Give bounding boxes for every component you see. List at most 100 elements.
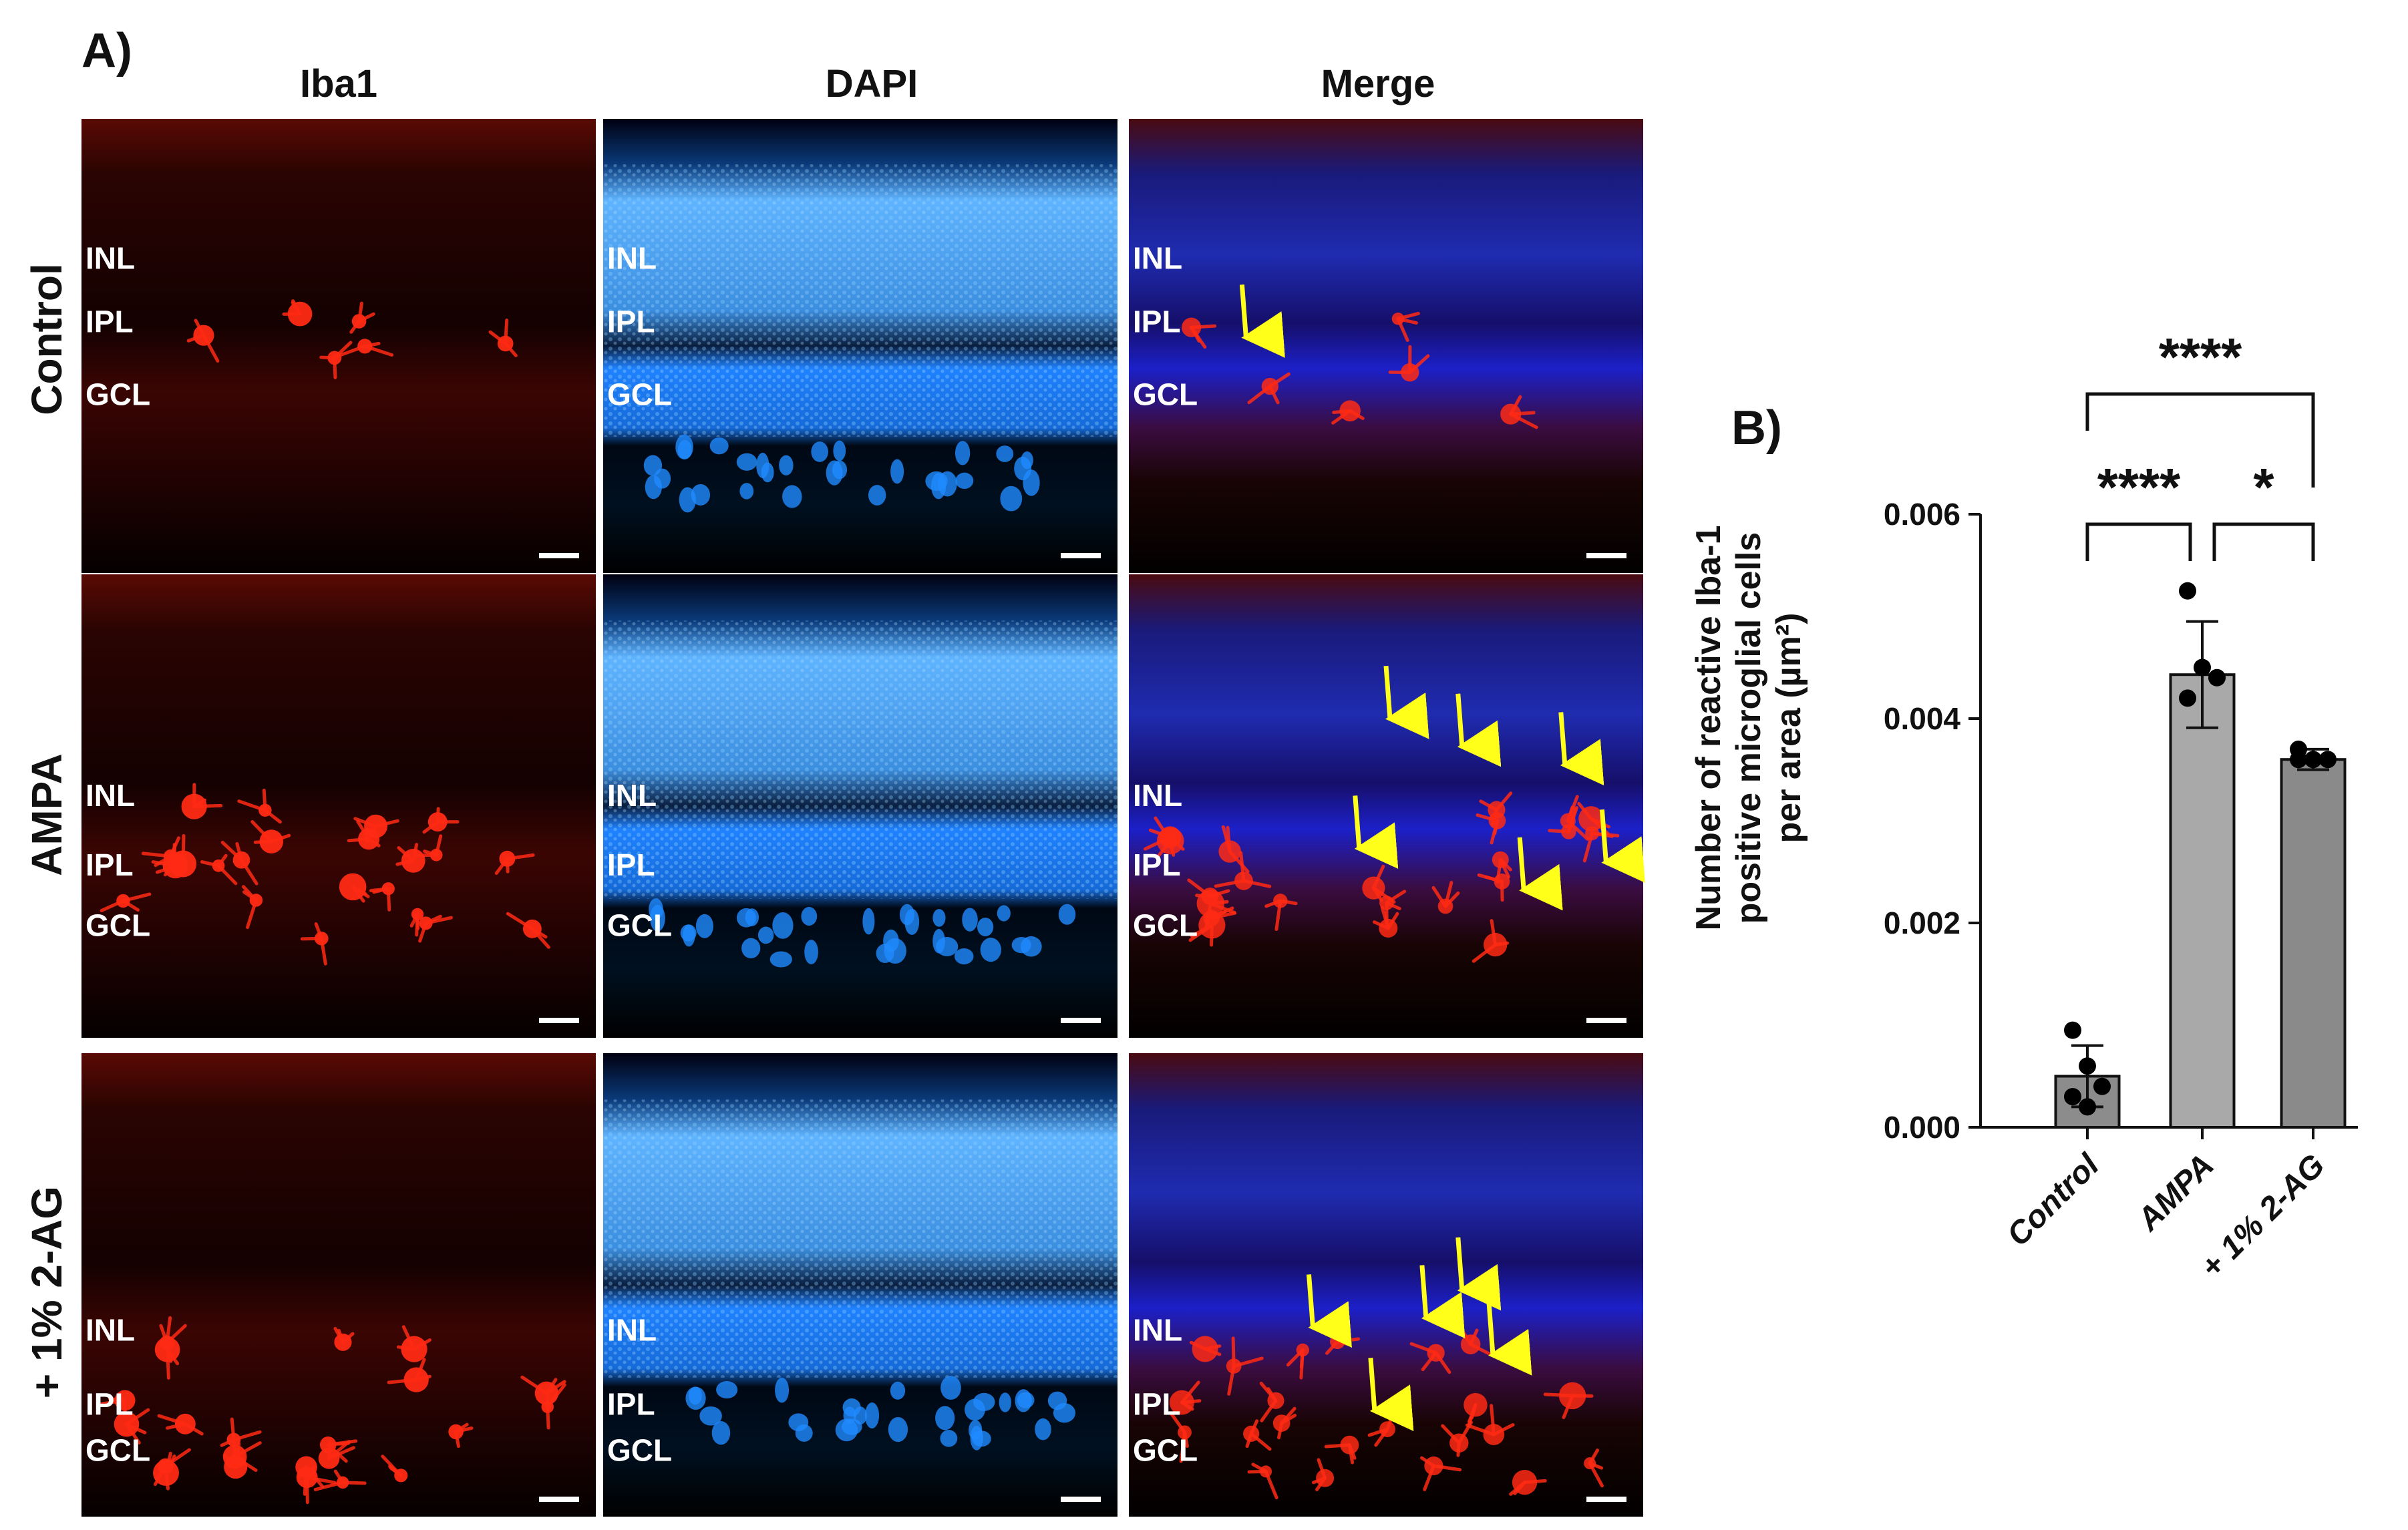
- microglia-process: [1180, 1399, 1202, 1404]
- microglia-process: [326, 1439, 358, 1447]
- microglia-process: [336, 344, 367, 358]
- microglia-process: [1311, 1476, 1327, 1485]
- microglia-process: [216, 853, 228, 868]
- microglia-process: [1247, 385, 1272, 405]
- microglia-process: [1203, 1347, 1222, 1356]
- microglia-process: [1543, 1392, 1574, 1398]
- micrograph-ampa-iba1: INL IPL GCL: [81, 574, 596, 1038]
- microglia-process: [1577, 801, 1593, 821]
- scale-bar: [1061, 1018, 1101, 1023]
- nucleus: [1058, 904, 1076, 925]
- y-tick-label: 0.000: [1884, 1110, 1960, 1145]
- microglia-process: [1431, 1464, 1462, 1472]
- microglia-process: [1317, 1458, 1327, 1480]
- nucleus: [769, 951, 792, 968]
- microglia-process: [422, 820, 440, 834]
- microglia-process: [1266, 1387, 1278, 1402]
- microglia-process: [1472, 943, 1498, 963]
- nucleus: [699, 1406, 722, 1426]
- microglia-process: [1385, 890, 1407, 905]
- microglia-process: [1264, 899, 1282, 908]
- microglia-process: [1566, 795, 1579, 823]
- microglia-process: [141, 851, 172, 858]
- nucleus: [691, 484, 711, 506]
- yellow-arrow: [1517, 837, 1563, 911]
- yellow-arrow: [1599, 809, 1645, 883]
- layer-label-gcl: GCL: [607, 908, 672, 942]
- microglia-process: [192, 798, 207, 809]
- microglia-process: [291, 299, 302, 316]
- microglia-process: [367, 837, 381, 847]
- layer-label-ipl: IPL: [1133, 1386, 1181, 1421]
- layer-label-inl: INL: [85, 778, 135, 813]
- microglia-process: [1396, 317, 1418, 325]
- layer-label-gcl: GCL: [85, 377, 150, 411]
- microglia-process: [1566, 807, 1578, 833]
- microglia-process: [1509, 1481, 1527, 1496]
- microglia-process: [1588, 1461, 1604, 1470]
- scale-bar: [1061, 553, 1101, 558]
- microglia-process: [239, 858, 259, 886]
- microglia-process: [333, 1469, 345, 1485]
- microglia-process: [216, 864, 238, 886]
- microglia-process: [1421, 1351, 1438, 1372]
- nucleus: [1000, 486, 1023, 512]
- microglia-process: [488, 330, 508, 345]
- layer-label-inl: INL: [607, 1312, 657, 1347]
- nucleus: [757, 926, 774, 944]
- nucleus: [779, 455, 794, 475]
- microglia-process: [1498, 857, 1511, 879]
- microglia-process: [181, 833, 186, 866]
- microglia-process: [1268, 385, 1280, 405]
- microglia-process: [1420, 1456, 1435, 1468]
- nucleus: [1053, 1403, 1076, 1423]
- microglia-process: [327, 1441, 333, 1461]
- microglia-process: [388, 1465, 403, 1477]
- microglia-process: [374, 819, 399, 828]
- nucleus: [997, 905, 1011, 922]
- microglia-process: [1443, 881, 1453, 908]
- microglia-process: [1179, 1430, 1187, 1463]
- nucleus: [833, 440, 846, 461]
- scale-bar: [1586, 553, 1626, 558]
- nucleus: [842, 1398, 861, 1416]
- microglia-process: [1588, 1461, 1604, 1488]
- column-header-merge: Merge: [1321, 62, 1435, 106]
- nucleus: [862, 908, 875, 935]
- nucleus: [736, 453, 757, 471]
- microglia-process: [194, 319, 206, 337]
- microglia-process: [1423, 1464, 1435, 1491]
- nucleus: [709, 437, 729, 455]
- microglia-process: [166, 1348, 173, 1363]
- nucleus: [932, 928, 945, 954]
- microglia-process: [1180, 1380, 1200, 1404]
- data-point: [2319, 751, 2337, 769]
- yellow-arrow: [1455, 693, 1502, 767]
- scale-bar: [539, 1018, 579, 1023]
- microglia-process: [1278, 899, 1298, 906]
- micrograph-background: [1129, 119, 1643, 573]
- data-point: [2179, 582, 2196, 600]
- layer-label-ipl: IPL: [85, 305, 134, 339]
- microglia-process: [1168, 839, 1176, 857]
- microglia-process: [349, 319, 361, 334]
- microglia-process: [418, 921, 428, 943]
- nucleus: [888, 1416, 908, 1443]
- significance-bracket: [2212, 522, 2315, 561]
- microglia-process: [1509, 395, 1522, 416]
- nucleus: [899, 904, 914, 926]
- layer-label-ipl: IPL: [1133, 847, 1181, 882]
- row-header-2ag: + 1% 2-AG: [23, 1186, 71, 1398]
- y-tick-label: 0.006: [1884, 497, 1960, 532]
- y-axis-title-line-3: per area (µm²): [1769, 613, 1808, 843]
- microglia-process: [1190, 325, 1201, 343]
- microglia-process: [263, 808, 282, 824]
- microglia-process: [353, 817, 378, 828]
- microglia-process: [1457, 1420, 1473, 1445]
- data-point: [2304, 751, 2322, 769]
- microglia-process: [125, 1422, 147, 1435]
- microglia-process: [314, 922, 323, 940]
